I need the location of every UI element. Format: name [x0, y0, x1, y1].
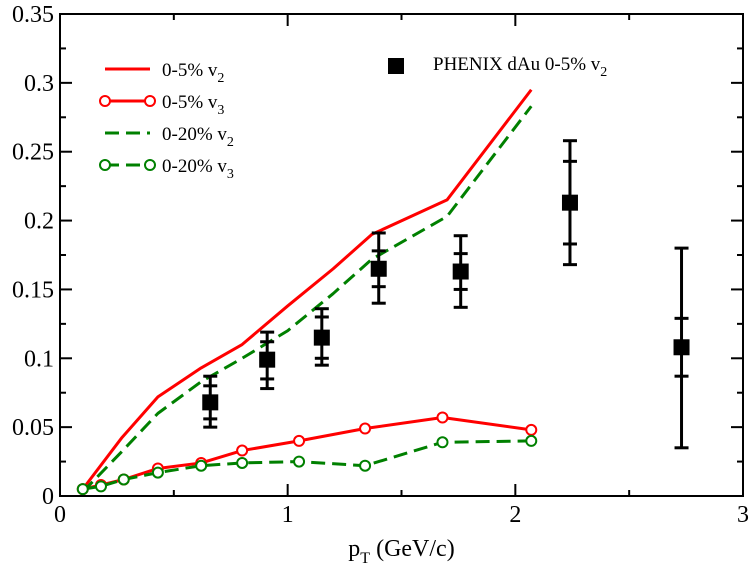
data-point-square	[259, 351, 276, 368]
data-point-circle	[236, 444, 249, 457]
tick-layer: 0 1 2 3 0 0.05 0.1 0.15 0.2 0.25 0.3 0.35	[12, 2, 749, 528]
data-point-square	[561, 194, 578, 211]
series-line	[82, 439, 532, 491]
data-point-square	[452, 263, 469, 280]
series-line	[81, 88, 533, 491]
data-point-circle	[236, 456, 249, 469]
legend-label-main: 0-5% v	[162, 60, 218, 81]
legend-label: 0-5% v2	[162, 60, 224, 86]
data-point-square	[370, 260, 387, 277]
data-point-circle	[151, 466, 164, 479]
x-tick-label: 2	[509, 502, 521, 528]
data-point-circle	[359, 459, 372, 472]
legend-label: 0-20% v2	[162, 124, 234, 150]
y-tick-label: 0.2	[24, 209, 54, 235]
series-line	[81, 105, 533, 493]
x-axis-label-subscript: T	[360, 550, 370, 563]
data-point-circle	[195, 459, 208, 472]
legend-marker	[144, 159, 156, 171]
y-tick-label: 0.05	[12, 415, 54, 441]
legend-label-main: 0-5% v	[162, 92, 218, 113]
x-tick-label: 0	[54, 502, 66, 528]
legend-label: PHENIX dAu 0-5% v2	[433, 54, 607, 80]
data-point-circle	[293, 434, 306, 447]
series-layer	[76, 88, 690, 496]
x-axis-label-main: p	[348, 536, 360, 562]
data-point-circle	[436, 411, 449, 424]
y-tick-label: 0.35	[12, 2, 54, 28]
data-point-circle	[117, 473, 130, 486]
legend-label: 0-5% v3	[162, 92, 224, 118]
data-point-circle	[525, 423, 538, 436]
legend-label-subscript: 3	[217, 103, 224, 118]
x-axis-label: pT (GeV/c)	[348, 536, 454, 563]
y-tick-label: 0.3	[24, 71, 54, 97]
legend-marker	[99, 95, 111, 107]
legend-marker	[99, 159, 111, 171]
legend-marker	[144, 95, 156, 107]
x-axis-label-rest: (GeV/c)	[370, 536, 455, 562]
data-point-circle	[76, 483, 89, 496]
legend-label-subscript: 2	[217, 71, 224, 86]
data-point-circle	[436, 436, 449, 449]
data-point-circle	[293, 455, 306, 468]
series-line	[82, 416, 532, 491]
data-point-circle	[525, 434, 538, 447]
data-point-square	[673, 339, 690, 356]
legend-label-main: 0-20% v	[162, 124, 227, 145]
legend-label-main: PHENIX dAu 0-5% v	[433, 54, 601, 75]
legend-label-subscript: 2	[600, 65, 607, 80]
legend-marker-square	[388, 58, 404, 74]
data-point-circle	[94, 480, 107, 493]
legend-label-main: 0-20% v	[162, 156, 227, 177]
legend-label: 0-20% v3	[162, 156, 234, 182]
data-point-circle	[359, 422, 372, 435]
y-tick-label: 0.25	[12, 140, 54, 166]
y-tick-label: 0	[42, 484, 54, 510]
legend-label-subscript: 2	[227, 135, 234, 150]
y-tick-label: 0.1	[24, 346, 54, 372]
x-tick-label: 1	[282, 502, 294, 528]
data-point-square	[202, 394, 219, 411]
legend-label-subscript: 3	[227, 167, 234, 182]
x-tick-label: 3	[737, 502, 749, 528]
data-point-square	[313, 329, 330, 346]
y-tick-label: 0.15	[12, 277, 54, 303]
